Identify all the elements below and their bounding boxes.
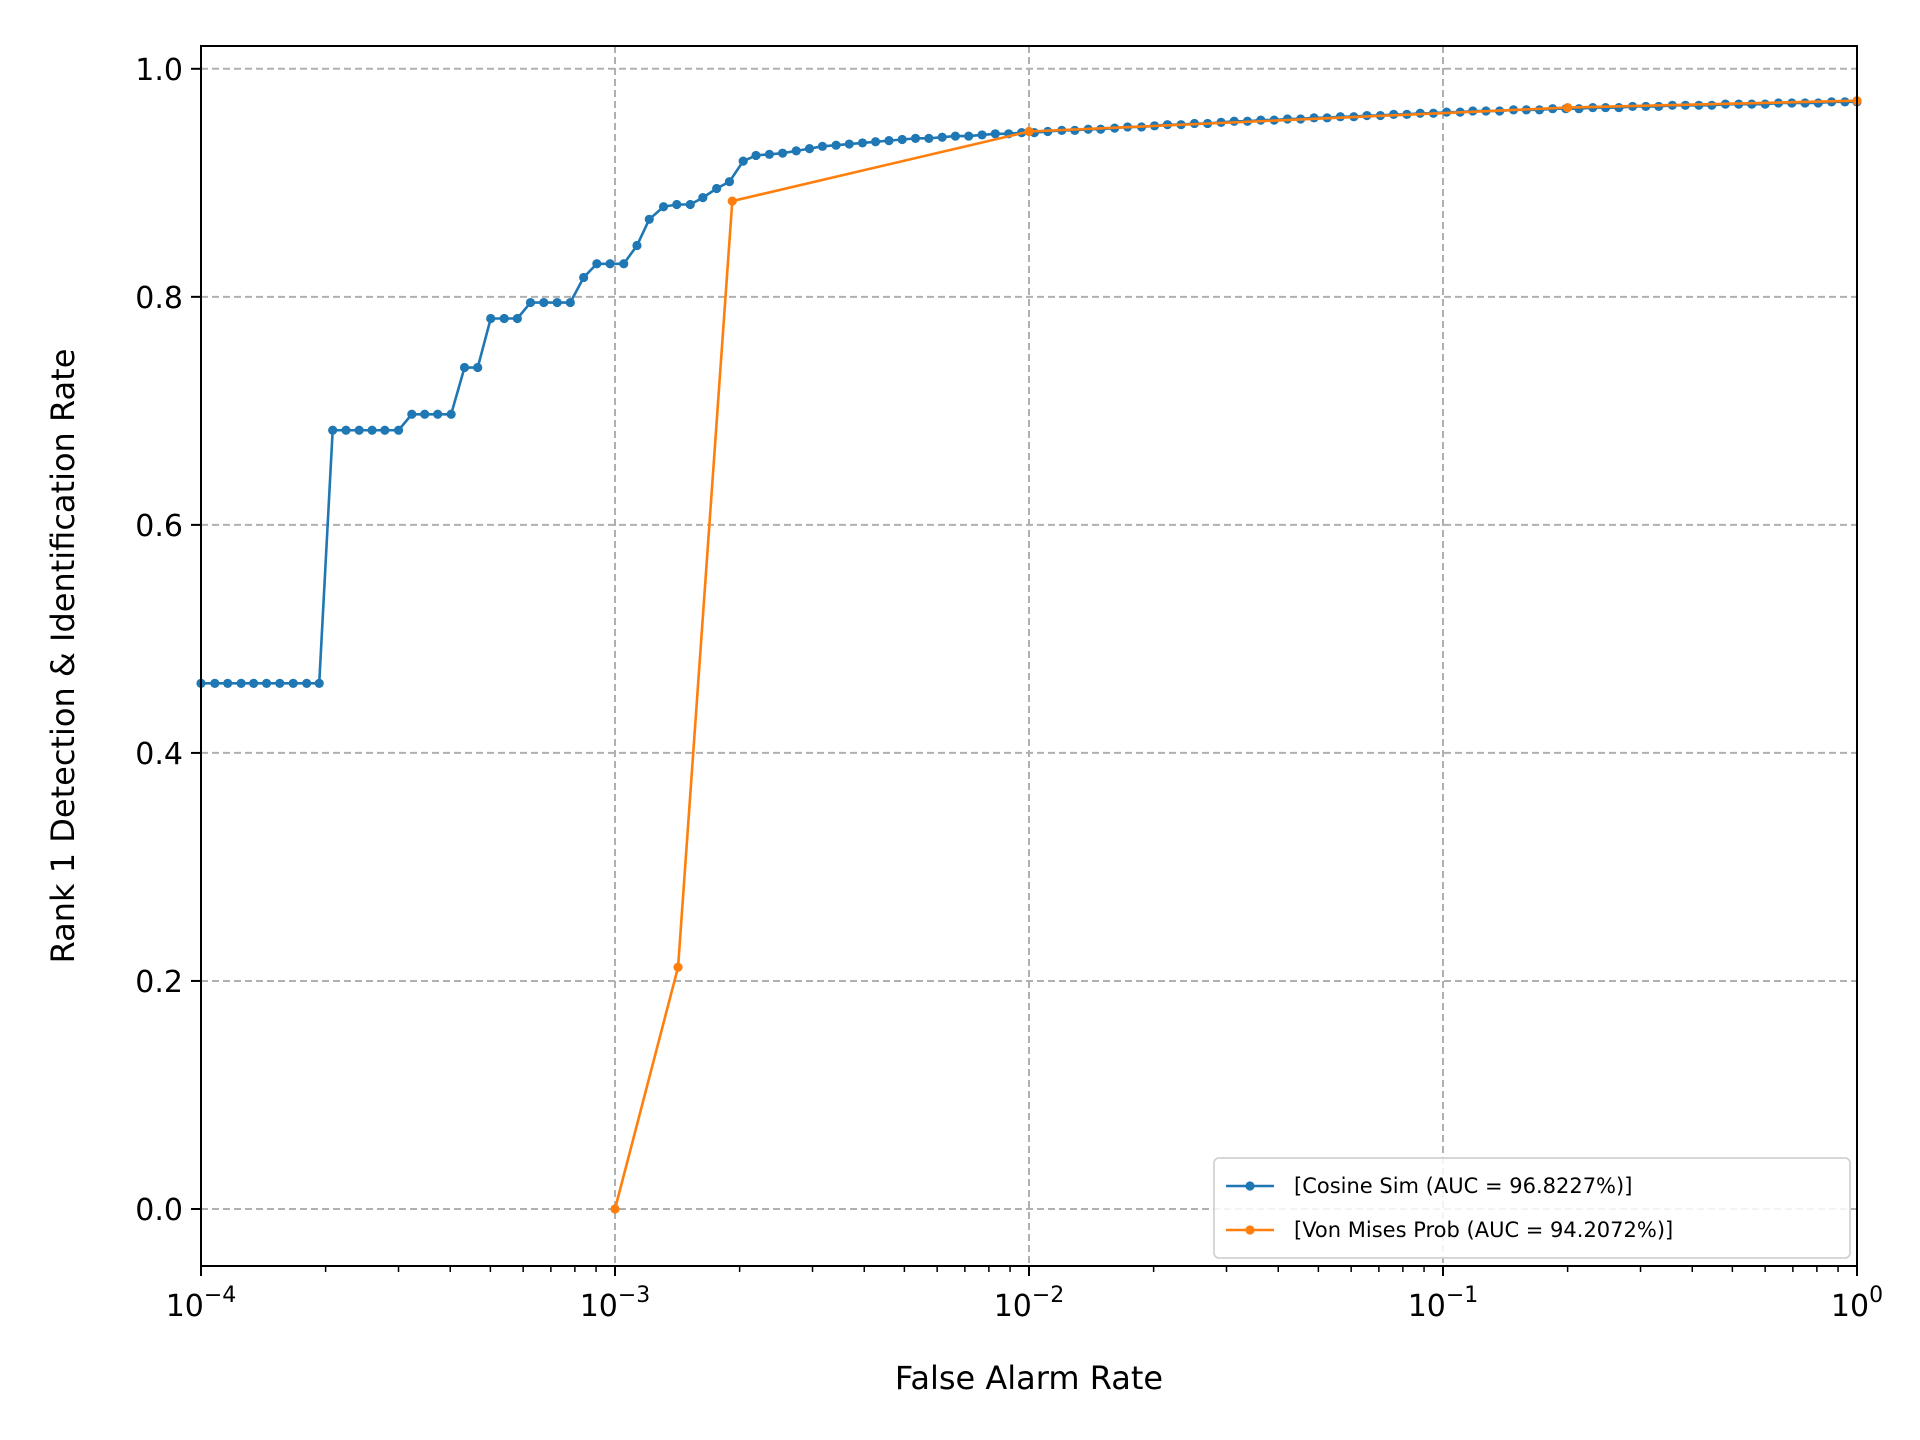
- data-point: [751, 150, 761, 161]
- legend-marker: [1245, 1181, 1255, 1191]
- data-point: [937, 132, 947, 142]
- series-layer: [196, 96, 1862, 1214]
- legend: [Cosine Sim (AUC = 96.8227%)] [Von Mises …: [1213, 1157, 1851, 1259]
- data-point: [473, 362, 483, 373]
- data-point: [579, 272, 589, 283]
- y-tick-label: 0.8: [135, 281, 183, 316]
- data-point: [727, 196, 737, 206]
- y-tick-label: 0.4: [135, 737, 183, 772]
- data-point: [712, 183, 722, 194]
- data-point: [302, 678, 312, 688]
- data-point: [407, 409, 417, 419]
- data-point: [672, 199, 682, 210]
- data-point: [210, 678, 220, 688]
- data-point: [791, 146, 801, 156]
- y-tick-label: 1.0: [135, 53, 183, 88]
- y-tick-label: 0.0: [135, 1193, 183, 1228]
- data-point: [354, 425, 364, 435]
- data-point: [328, 425, 338, 435]
- data-point: [1574, 104, 1584, 114]
- data-point: [632, 240, 642, 251]
- x-tick-label: 10−1: [1408, 1283, 1479, 1324]
- y-tick-label: 0.6: [135, 509, 183, 544]
- ticks: 10−4 10−3 10−2 10−1 100 0.0 0.2 0.4 0.6 0.8 1.0: [135, 53, 1883, 1324]
- data-point: [433, 409, 443, 419]
- data-point: [565, 297, 575, 308]
- data-point: [380, 425, 390, 435]
- data-point: [249, 678, 259, 688]
- data-point: [420, 409, 430, 419]
- data-point: [539, 297, 549, 308]
- data-point: [610, 1204, 620, 1214]
- data-point: [990, 129, 1000, 139]
- data-point: [275, 678, 285, 688]
- data-point: [619, 259, 629, 269]
- data-point: [831, 140, 841, 150]
- data-point: [341, 425, 351, 435]
- data-point: [764, 149, 774, 159]
- data-point: [459, 362, 470, 373]
- data-point: [884, 136, 894, 146]
- legend-label: [Von Mises Prob (AUC = 94.2072%)]: [1294, 1218, 1673, 1242]
- data-point: [393, 425, 404, 435]
- data-point: [525, 297, 536, 308]
- data-point: [486, 313, 496, 324]
- data-point: [857, 138, 868, 148]
- y-tick-label: 0.2: [135, 965, 183, 1000]
- x-axis-title: False Alarm Rate: [895, 1359, 1163, 1397]
- data-point: [977, 130, 987, 140]
- y-axis-title: Rank 1 Detection & Identification Rate: [44, 349, 82, 964]
- data-point: [673, 962, 683, 972]
- data-point: [924, 133, 934, 143]
- series-line: [613, 99, 1858, 1210]
- data-point: [499, 313, 509, 324]
- data-point: [592, 259, 602, 269]
- x-tick-label: 10−4: [166, 1283, 237, 1324]
- data-point: [870, 137, 881, 147]
- data-point: [236, 678, 246, 688]
- data-point: [778, 148, 788, 158]
- data-point: [314, 678, 324, 688]
- data-point: [950, 131, 960, 141]
- data-point: [724, 177, 735, 187]
- data-point: [644, 214, 654, 224]
- data-point: [261, 678, 272, 688]
- x-tick-label: 100: [1831, 1283, 1883, 1324]
- grid: [200, 46, 1858, 1266]
- legend-marker: [1245, 1225, 1255, 1235]
- data-point: [964, 131, 974, 141]
- data-point: [910, 133, 921, 143]
- data-point: [1024, 126, 1034, 137]
- data-point: [844, 139, 854, 149]
- data-point: [288, 678, 298, 688]
- x-tick-label: 10−2: [994, 1283, 1065, 1324]
- data-point: [738, 156, 748, 166]
- data-point: [367, 425, 377, 435]
- data-point: [1563, 102, 1573, 113]
- data-point: [658, 202, 669, 212]
- data-point: [512, 313, 522, 324]
- legend-box: [1213, 1157, 1851, 1259]
- data-point: [552, 297, 562, 308]
- data-point: [698, 193, 708, 203]
- data-point: [446, 409, 456, 419]
- data-point: [817, 141, 828, 151]
- x-tick-label: 10−3: [580, 1283, 651, 1324]
- legend-label: [Cosine Sim (AUC = 96.8227%)]: [1294, 1174, 1632, 1198]
- data-point: [897, 134, 907, 145]
- data-point: [685, 199, 695, 210]
- data-point: [605, 259, 615, 269]
- data-point: [223, 678, 233, 688]
- data-point: [804, 144, 815, 154]
